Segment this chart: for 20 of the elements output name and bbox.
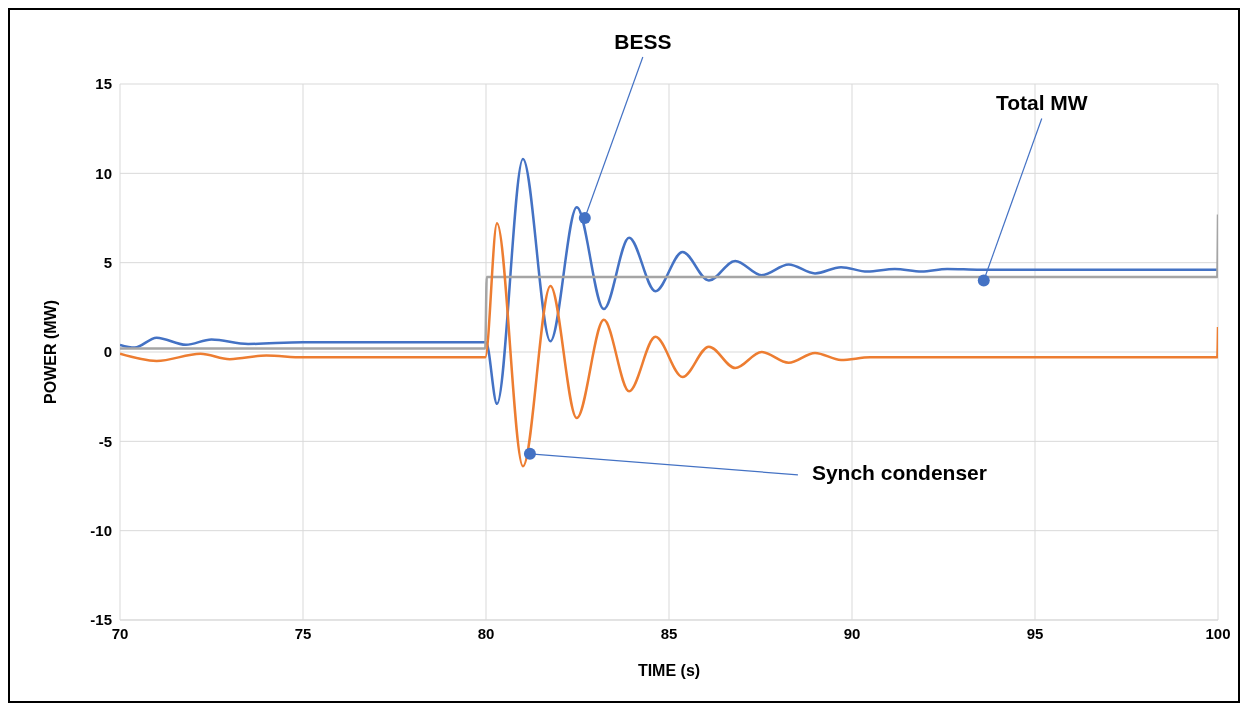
y-tick-label: -10 (90, 521, 112, 539)
x-tick-label: 95 (1026, 624, 1044, 642)
y-tick-label: 10 (95, 164, 112, 182)
x-tick-label: 90 (843, 624, 861, 642)
annotation: Total MW (995, 91, 1088, 115)
x-axis-title: TIME (s) (637, 662, 701, 679)
x-tick-label: 75 (294, 624, 312, 642)
y-axis-title: POWER (MW) (41, 300, 59, 404)
y-tick-label: 0 (103, 343, 112, 361)
x-tick-label: 70 (111, 624, 129, 642)
annotation: Synch condenser (811, 461, 987, 485)
annotation: BESS (614, 29, 672, 53)
y-tick-label: 5 (103, 253, 112, 271)
y-tick-label: -5 (98, 432, 112, 450)
y-tick-label: -15 (90, 611, 112, 629)
x-tick-label: 100 (1205, 624, 1231, 642)
line-series (120, 157, 1218, 406)
x-tick-label: 85 (660, 624, 678, 642)
x-tick-label: 80 (477, 624, 495, 642)
y-tick-label: 15 (95, 75, 112, 93)
